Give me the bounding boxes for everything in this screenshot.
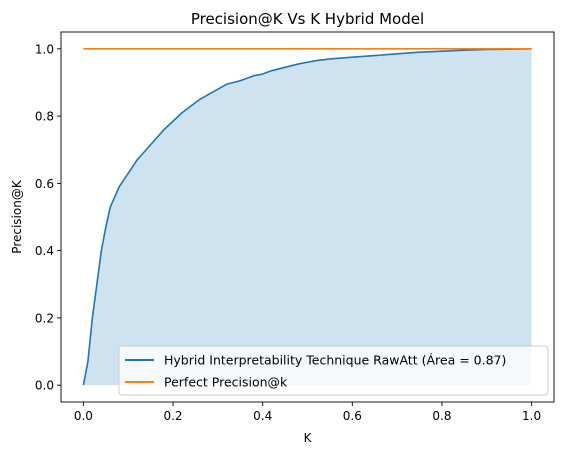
y-tick-label: 1.0	[35, 42, 54, 56]
plot-area	[82, 48, 532, 386]
axes: 0.0 0.2 0.4 0.6 0.8 1.0 0.0 0.2 0.4 0.6 0.8 1.0	[35, 31, 555, 423]
y-tick-label: 0.4	[35, 244, 54, 258]
legend-label-1: Perfect Precision@k	[164, 375, 288, 390]
x-tick-label: 0.2	[163, 409, 182, 423]
x-tick-label: 1.0	[522, 409, 541, 423]
y-tick-label: 0.2	[35, 311, 54, 325]
x-tick-label: 0.0	[74, 409, 93, 423]
x-axis-label: K	[304, 431, 313, 445]
y-axis-label: Precision@K	[10, 179, 24, 254]
legend-box	[118, 345, 549, 396]
series-0-area	[83, 48, 532, 386]
x-tick-label: 0.6	[343, 409, 362, 423]
y-tick-label: 0.8	[35, 110, 54, 124]
legend: Hybrid Interpretability Technique RawAtt…	[118, 345, 549, 396]
series-0-line	[82, 48, 532, 386]
chart-title: Precision@K Vs K Hybrid Model	[191, 10, 424, 28]
legend-label-0: Hybrid Interpretability Technique RawAtt…	[164, 353, 506, 368]
y-tick-label: 0.0	[35, 379, 54, 393]
x-tick-label: 0.8	[432, 409, 451, 423]
plot-frame	[60, 31, 555, 403]
y-tick-label: 0.6	[35, 177, 54, 191]
x-tick-label: 0.4	[253, 409, 272, 423]
